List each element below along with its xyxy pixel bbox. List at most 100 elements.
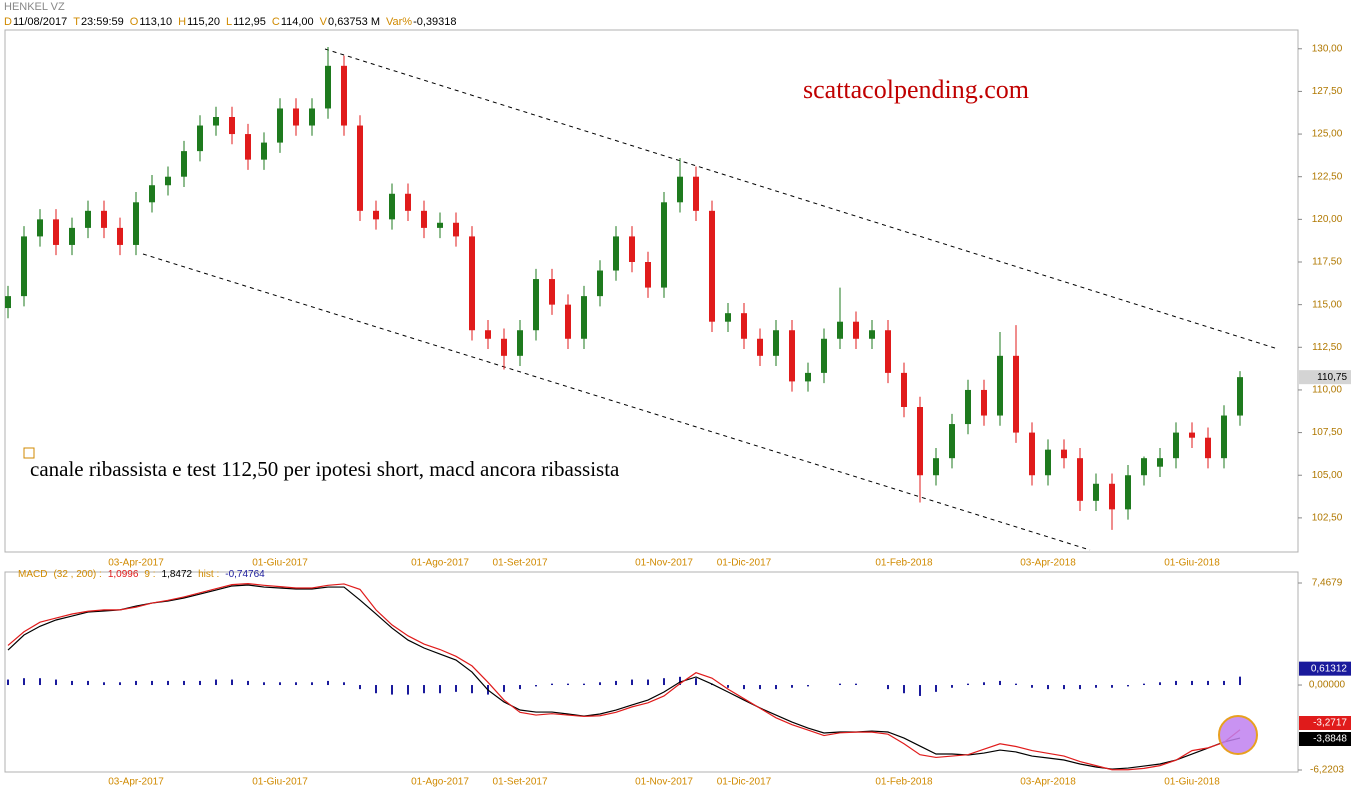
x-tick-label: 01-Ago-2017 [411, 777, 469, 788]
info-key: D [4, 16, 12, 28]
marks: 102,50 105,00 107,50 110,00 112,50 115,00 117,… [5, 43, 1346, 788]
value-box-label: 0,61312 [1311, 663, 1348, 674]
candle-body [805, 372, 811, 382]
candle-body [901, 372, 907, 407]
value-box [1299, 732, 1351, 746]
candle-body [1237, 377, 1243, 416]
candle-body [341, 65, 347, 126]
x-tick-label: 01-Giu-2018 [1164, 558, 1220, 569]
candle-body [261, 142, 267, 160]
x-tick-label: 01-Set-2017 [492, 777, 547, 788]
info-value: 112,95 [233, 16, 266, 28]
info-item: Var% -0,39318 [386, 16, 457, 28]
x-tick-label: 01-Giu-2017 [252, 558, 308, 569]
x-tick-label: 01-Ago-2017 [411, 558, 469, 569]
x-tick-label: 01-Feb-2018 [875, 777, 933, 788]
candle-body [245, 134, 251, 160]
legend-value: 1,8472 [161, 569, 193, 580]
value-box [1299, 370, 1351, 385]
info-item: D 11/08/2017 [4, 16, 67, 28]
candle-body [549, 279, 555, 305]
macd-title: MACD [18, 569, 48, 580]
candle-body [949, 424, 955, 459]
candle-body [565, 304, 571, 339]
candle-body [821, 338, 827, 373]
candle-body [677, 176, 683, 203]
header-info: D 11/08/2017 T 23:59:59 O 113,10 H 115,20 L 112,9… [4, 16, 457, 28]
x-tick-label: 01-Dic-2017 [717, 558, 772, 569]
candle-body [277, 108, 283, 143]
candle-body [869, 330, 875, 339]
candle-body [1141, 458, 1147, 476]
candle-body [37, 219, 43, 237]
candle-body [21, 236, 27, 297]
candle-body [85, 210, 91, 228]
candle-body [981, 389, 987, 416]
candle-body [709, 210, 715, 322]
candle-body [309, 108, 315, 126]
candle-body [1029, 432, 1035, 476]
x-tick-label: 01-Feb-2018 [875, 558, 933, 569]
y-tick-label: 0,00000 [1309, 680, 1346, 691]
x-tick-label: 01-Dic-2017 [717, 777, 772, 788]
x-tick-label: 01-Giu-2017 [252, 777, 308, 788]
y-tick-label: 105,00 [1312, 470, 1343, 481]
candle-body [453, 222, 459, 237]
x-tick-label: 01-Giu-2018 [1164, 777, 1220, 788]
value-box-label: -3,8848 [1313, 734, 1347, 745]
y-tick-label: -6,2203 [1310, 765, 1344, 776]
candle-body [517, 330, 523, 356]
candle-body [421, 210, 427, 228]
info-item: V 0,63753 M [320, 16, 380, 28]
candle-body [69, 227, 75, 245]
legend-value: 1,0996 [107, 569, 139, 580]
info-item: O 113,10 [130, 16, 172, 28]
candle-body [1093, 483, 1099, 501]
candle-body [661, 202, 667, 288]
x-tick-label: 03-Apr-2017 [108, 777, 164, 788]
candle-body [101, 210, 107, 228]
y-tick-label: 117,50 [1312, 257, 1342, 268]
candle-body [885, 330, 891, 373]
candle-body [357, 125, 363, 211]
candle-body [469, 236, 475, 331]
candle-body [373, 210, 379, 220]
candle-body [229, 117, 235, 135]
candle-body [693, 176, 699, 211]
candle-body [485, 330, 491, 339]
x-tick-label: 01-Nov-2017 [635, 558, 693, 569]
candle-body [117, 227, 123, 245]
legend-label: hist : [198, 569, 220, 580]
candle-body [789, 330, 795, 382]
info-item: T 23:59:59 [73, 16, 124, 28]
candle-body [293, 108, 299, 126]
info-value: 23:59:59 [80, 16, 124, 28]
candle-body [405, 193, 411, 211]
y-tick-label: 125,00 [1312, 129, 1343, 140]
y-tick-label: 120,00 [1312, 214, 1343, 225]
candle-body [53, 219, 59, 245]
info-key: O [129, 16, 139, 28]
value-box [1299, 661, 1351, 676]
x-tick-label: 01-Set-2017 [492, 558, 547, 569]
candle-body [213, 117, 219, 126]
candle-body [613, 236, 619, 271]
candle-body [197, 125, 203, 152]
candle-body [629, 236, 635, 262]
legend-label: 9 : [144, 569, 156, 580]
candle-body [1077, 458, 1083, 501]
candle-body [533, 279, 539, 331]
candle-body [757, 338, 763, 356]
candle-body [181, 151, 187, 177]
candle-body [389, 193, 395, 220]
macd-line [7, 583, 1241, 771]
y-tick-label: 130,00 [1312, 43, 1343, 54]
info-key: L [225, 16, 233, 28]
x-tick-label: 03-Apr-2018 [1020, 558, 1076, 569]
candle-body [1157, 458, 1163, 467]
candle-body [837, 321, 843, 339]
info-key: Var% [386, 16, 413, 28]
y-tick-label: 127,50 [1312, 86, 1343, 97]
info-value: 0,63753 M [328, 16, 380, 28]
candle-body [997, 355, 1003, 416]
